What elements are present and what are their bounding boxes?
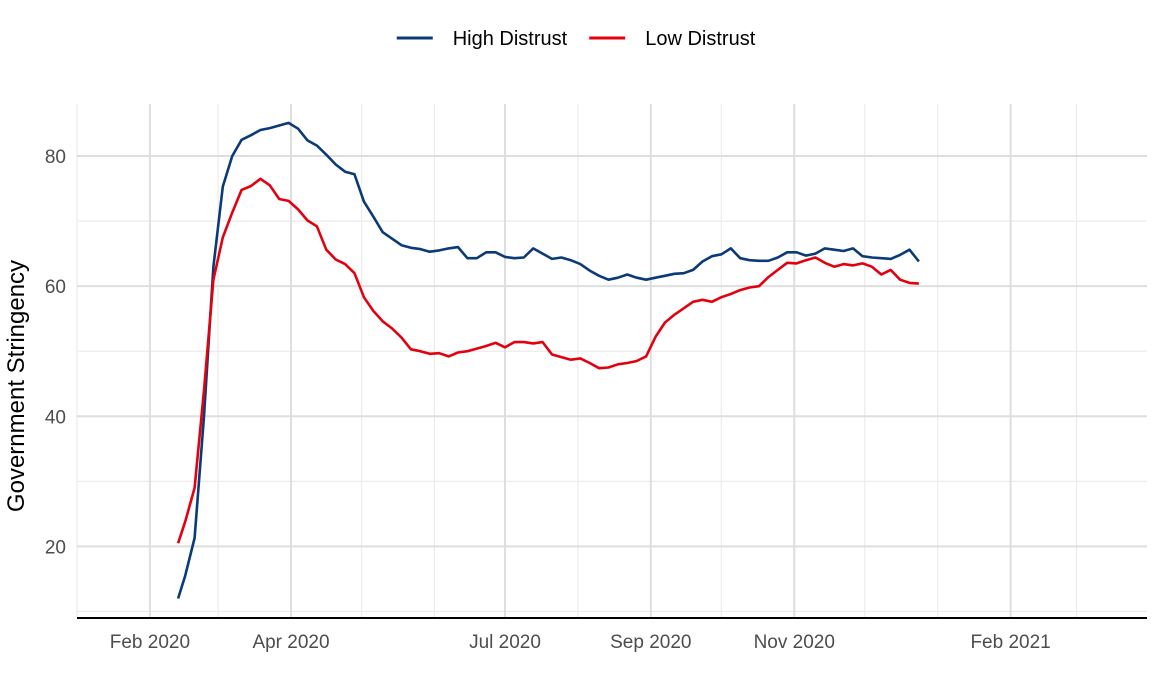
- y-tick-label: 20: [45, 537, 66, 558]
- series-line-low-distrust: [176, 177, 919, 544]
- series-lines: [176, 121, 920, 599]
- x-tick-label: Nov 2020: [754, 632, 835, 653]
- x-axis-tick-labels: Feb 2020 Apr 2020 Jul 2020 Sep 2020 Nov 2020…: [110, 632, 1051, 653]
- y-tick-label: 80: [45, 147, 66, 168]
- series-line-high-distrust: [176, 121, 920, 599]
- legend: High Distrust Low Distrust: [396, 28, 756, 50]
- x-tick-label: Apr 2020: [252, 632, 329, 653]
- x-tick-label: Feb 2021: [970, 632, 1050, 653]
- x-tick-label: Sep 2020: [610, 632, 691, 653]
- legend-label-low-distrust: Low Distrust: [645, 28, 755, 50]
- x-tick-label: Feb 2020: [110, 632, 190, 653]
- minor-gridlines: [76, 104, 1147, 618]
- y-axis-title: Government Stringency: [3, 260, 30, 512]
- major-gridlines: [77, 104, 1147, 618]
- y-tick-label: 60: [45, 277, 66, 298]
- y-tick-label: 40: [45, 407, 66, 428]
- y-axis-tick-labels: 20 40 60 80: [45, 147, 66, 558]
- x-tick-label: Jul 2020: [469, 632, 541, 653]
- legend-label-high-distrust: High Distrust: [453, 28, 568, 50]
